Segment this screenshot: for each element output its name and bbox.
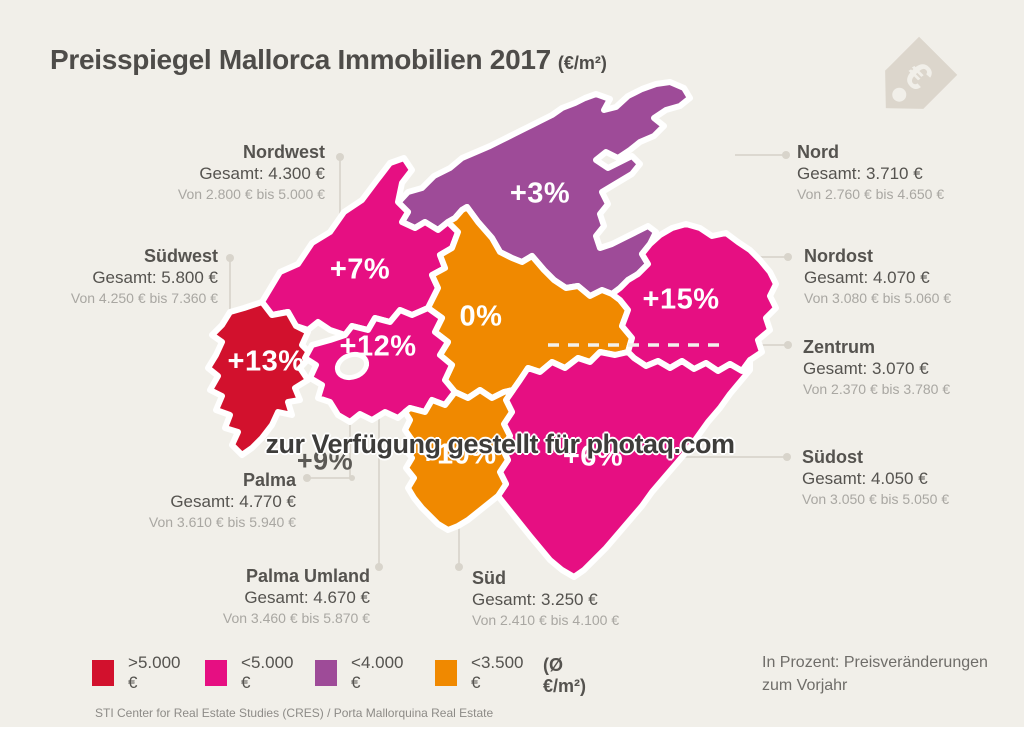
legend-swatch-purple [315, 660, 338, 686]
title-unit: (€/m²) [557, 53, 607, 73]
region-name: Zentrum [803, 337, 875, 357]
region-name: Palma Umland [245, 566, 370, 586]
region-price: Gesamt: 4.050 € [802, 469, 928, 488]
connector-dots [226, 151, 792, 571]
label-palma-umland: Palma Umland Gesamt: 4.670 € Von 3.460 €… [223, 566, 370, 628]
legend-item: <3.500 € [435, 653, 527, 693]
label-zentrum: Zentrum Gesamt: 3.070 € Von 2.370 € bis … [803, 337, 950, 399]
region-price: Gesamt: 5.800 € [92, 268, 218, 287]
price-tag-hole [892, 87, 907, 102]
region-range: Von 2.760 € bis 4.650 € [797, 186, 945, 202]
legend-item: >5.000 € [92, 653, 184, 693]
source-credit: STI Center for Real Estate Studies (CRES… [95, 706, 494, 720]
region-price: Gesamt: 3.710 € [797, 164, 923, 183]
region-price: Gesamt: 4.770 € [170, 492, 296, 511]
region-name: Süd [472, 568, 506, 588]
region-range: Von 2.800 € bis 5.000 € [177, 186, 325, 202]
label-nord: Nord Gesamt: 3.710 € Von 2.760 € bis 4.6… [797, 142, 944, 204]
pct-nord: +3% [509, 177, 571, 210]
pct-sued: +10% [419, 438, 497, 471]
palma-bay-hole [334, 351, 370, 381]
region-name: Nordwest [242, 142, 325, 162]
legend-item: <5.000 € [205, 653, 297, 693]
region-name: Südost [802, 447, 863, 467]
pct-palma: +9% [296, 445, 354, 476]
legend-label: <3.500 € [471, 653, 524, 692]
region-range: Von 4.250 € bis 7.360 € [70, 290, 218, 306]
label-suedost: Südost Gesamt: 4.050 € Von 3.050 € bis 5… [802, 447, 949, 509]
watermark: zur Verfügung gestellt für photaq.com [265, 429, 735, 459]
pct-suedwest: +13% [227, 345, 305, 378]
region-price: Gesamt: 4.670 € [244, 588, 370, 607]
region-price: Gesamt: 4.300 € [199, 164, 325, 183]
region-price: Gesamt: 4.070 € [804, 268, 930, 287]
island-regions [205, 79, 779, 580]
region-name: Nord [797, 142, 839, 162]
bottom-border [0, 727, 1024, 732]
region-name: Nordost [804, 246, 873, 266]
label-palma: Palma Gesamt: 4.770 € Von 3.610 € bis 5.… [149, 470, 296, 532]
legend-label: <5.000 € [241, 653, 294, 692]
region-name: Südwest [143, 246, 218, 266]
region-range: Von 3.050 € bis 5.050 € [802, 491, 950, 507]
label-sued: Süd Gesamt: 3.250 € Von 2.410 € bis 4.10… [472, 568, 619, 630]
region-price: Gesamt: 3.070 € [803, 359, 929, 378]
pct-suedost: +6% [562, 440, 624, 473]
legend-swatch-orange [435, 660, 458, 686]
region-range: Von 2.370 € bis 3.780 € [803, 381, 951, 397]
label-nordwest: Nordwest Gesamt: 4.300 € Von 2.800 € bis… [178, 142, 325, 204]
legend-swatch-pink [205, 660, 228, 686]
region-price: Gesamt: 3.250 € [472, 590, 598, 609]
legend-label: <4.000 € [351, 653, 404, 692]
legend-swatch-red [92, 660, 115, 686]
region-range: Von 2.410 € bis 4.100 € [472, 612, 620, 628]
pct-nordwest: +7% [329, 253, 391, 286]
region-range: Von 3.460 € bis 5.870 € [222, 610, 370, 626]
pct-palma-umland: +12% [339, 330, 417, 363]
pct-nordost: +15% [642, 283, 720, 316]
price-tag-icon: € [885, 36, 958, 109]
region-suedost-shape [495, 349, 753, 580]
label-suedwest: Südwest Gesamt: 5.800 € Von 4.250 € bis … [71, 246, 218, 308]
region-range: Von 3.610 € bis 5.940 € [148, 514, 296, 530]
percent-note-line1: In Prozent: Preisveränderungen [762, 654, 988, 671]
label-nordost: Nordost Gesamt: 4.070 € Von 3.080 € bis … [804, 246, 951, 308]
page-title: Preisspiegel Mallorca Immobilien 2017 (€/… [50, 44, 607, 76]
percent-note: In Prozent: Preisveränderungen zum Vorja… [762, 651, 988, 697]
percent-note-line2: zum Vorjahr [762, 677, 848, 694]
legend-item: <4.000 € [315, 653, 407, 693]
legend-unit: (Ø €/m²) [543, 655, 587, 696]
title-text: Preisspiegel Mallorca Immobilien 2017 [50, 44, 551, 75]
pct-zentrum: 0% [459, 300, 503, 333]
legend-label: >5.000 € [128, 653, 181, 692]
region-range: Von 3.080 € bis 5.060 € [804, 290, 952, 306]
region-name: Palma [242, 470, 296, 490]
region-sued-shape [401, 387, 516, 533]
